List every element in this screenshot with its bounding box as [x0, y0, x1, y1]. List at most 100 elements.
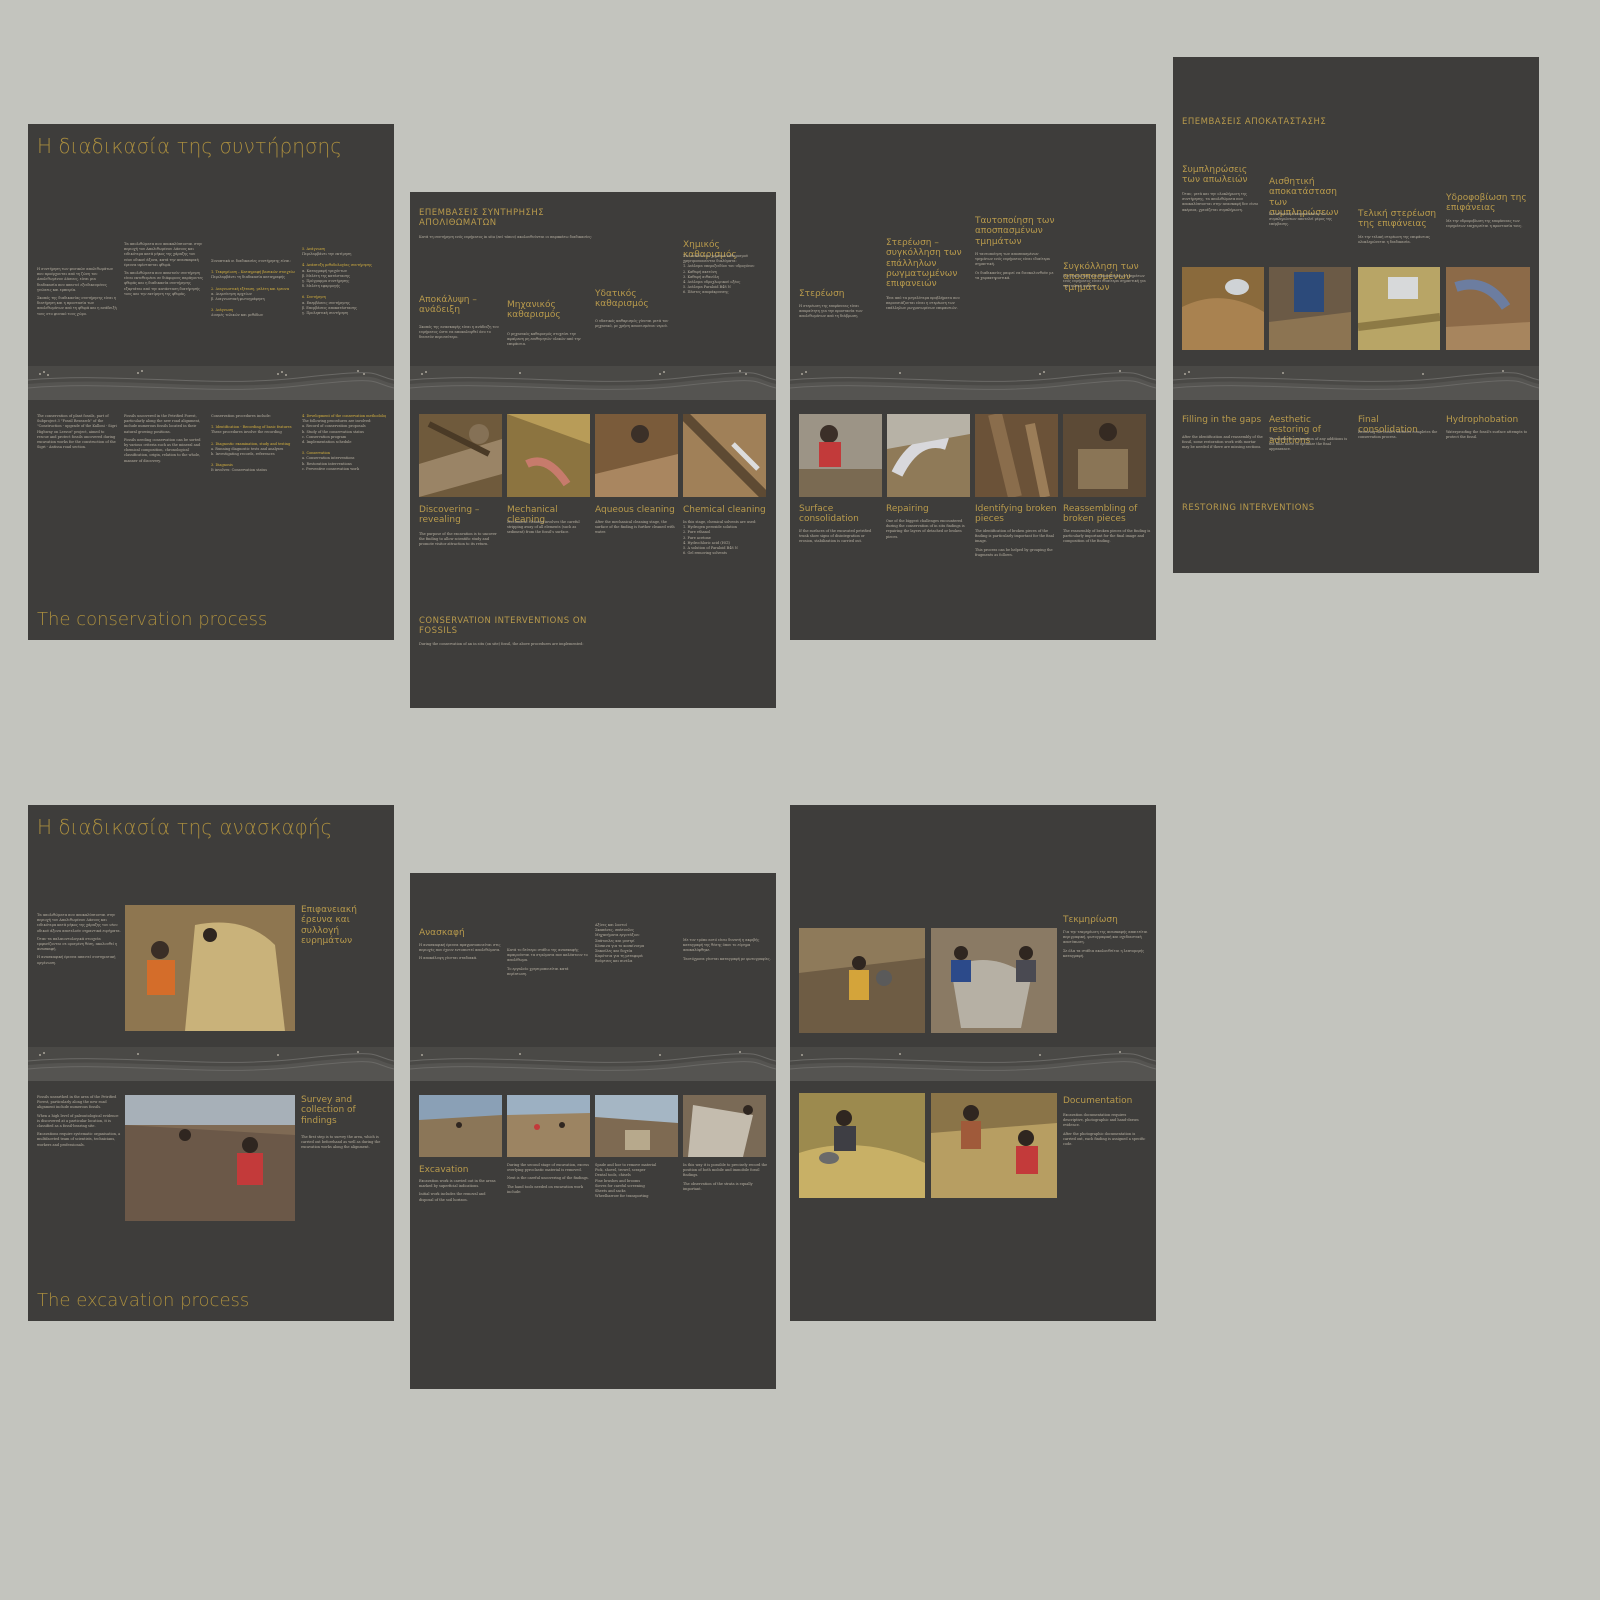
poster-consolidation: Στερέωση Στερέωση – συγκόλληση των επάλλ…: [790, 124, 1156, 640]
procedures-list-english: Conservation procedures include: 1. Iden…: [211, 414, 292, 473]
section-heading-english: CONSERVATION INTERVENTIONS ON FOSSILS: [419, 616, 587, 637]
text-column: Η στερέωση της επιφάνειας είναι απαραίτη…: [799, 304, 863, 319]
column-heading-english: Surface consolidation: [799, 504, 859, 525]
text-column: Με την υδροφοβίωση της επιφάνειας των ευ…: [1446, 219, 1523, 229]
text-column: After the identification and reassembly …: [1182, 435, 1263, 450]
procedures-list-english-2: 4. Development of the conservation metho…: [302, 414, 386, 471]
poster-title-greek: Η διαδικασία της ανασκαφής: [37, 815, 333, 839]
decorative-band: [790, 1047, 1156, 1081]
section-title-greek: Τεκμηρίωση: [1063, 915, 1118, 925]
section-heading-greek: ΕΠΕΜΒΑΣΕΙΣ ΑΠΟΚΑΤΑΣΤΑΣΗΣ: [1182, 117, 1327, 127]
photo-final-consolidation: [1358, 267, 1440, 350]
text-column: The conservation of plant fossils, part …: [37, 414, 117, 450]
photo-documentation-2: [931, 928, 1057, 1033]
column-heading-english: Mechanical cleaning: [507, 505, 558, 526]
text-column: Η ταυτοποίηση των αποσπασμένων τμημάτων …: [975, 252, 1054, 280]
section-title-greek: Ανασκαφή: [419, 928, 465, 938]
poster-conservation-interventions: ΕΠΕΜΒΑΣΕΙΣ ΣΥΝΤΗΡΗΣΗΣ ΑΠΟΛΙΘΩΜΑΤΩΝ Κατά …: [410, 192, 776, 708]
poster-conservation-process: Η διαδικασία της συντήρησης Η συντήρηση …: [28, 124, 394, 640]
text-column: If the surfaces of the excavated petrifi…: [799, 529, 872, 544]
photo-documentation-3: [799, 1093, 925, 1198]
text-column: Ο υδατικός καθαρισμός γίνεται μετά τον μ…: [595, 319, 669, 329]
text-column: Με τον τρόπο αυτό είναι δυνατή η ακριβής…: [683, 938, 771, 961]
subheading-english: Survey and collection of findings: [301, 1095, 356, 1126]
photo-documentation-1: [799, 928, 925, 1033]
text-column: Με την τελική στερέωση της επιφάνειας ολ…: [1358, 235, 1431, 245]
text-column: Για την τεκμηρίωση της ανασκαφής απαιτεί…: [1063, 930, 1148, 958]
text-column: Fossils uncovered in the Petrified Fores…: [124, 414, 201, 463]
text-column: The aesthetic restoration of any additio…: [1269, 437, 1348, 452]
text-column: Mechanical cleaning involves the careful…: [507, 520, 580, 535]
photo-hydrophobation: [1446, 267, 1530, 350]
photo-revealing: [419, 414, 502, 497]
section-title-english: Documentation: [1063, 1096, 1133, 1106]
decorative-band: [1173, 366, 1539, 400]
section-title-english: Excavation: [419, 1165, 469, 1175]
photo-excavation-site-3: [595, 1095, 678, 1157]
poster-excavation-process: Η διαδικασία της ανασκαφής Τα απολιθώματ…: [28, 805, 394, 1321]
photo-surface-consolidation: [799, 414, 882, 497]
text-column: The identification of broken pieces of t…: [975, 529, 1054, 557]
poster-title-greek: Η διαδικασία της συντήρησης: [37, 134, 342, 158]
text-column: Τα απολιθώματα που αποκαλύπτονται στην π…: [37, 913, 121, 965]
text-column: Η ανασκαφική έρευνα πραγματοποιείται στι…: [419, 943, 501, 961]
intro-greek: Κατά τη συντήρηση ενός ευρήματος in situ…: [419, 235, 593, 239]
intro-english: During the conservation of an in situ (o…: [419, 642, 584, 646]
column-heading-greek: Συγκόλληση των αποσπασμένων τμημάτων: [1063, 262, 1139, 293]
photo-repairing: [887, 414, 970, 497]
text-column: Η αισθητική αποκατάσταση των συμπληρώσεω…: [1269, 212, 1332, 227]
column-heading-greek: Ταυτοποίηση των αποσπασμένων τμημάτων: [975, 216, 1055, 247]
text-column: Η συντήρηση των φυσικών απολιθωμάτων που…: [37, 267, 117, 316]
text-column: Excavation work is carried out in the ar…: [419, 1179, 496, 1202]
photo-documentation-4: [931, 1093, 1057, 1198]
photo-chemical-cleaning: [683, 414, 766, 497]
text-column: One of the biggest challenges encountere…: [886, 519, 965, 539]
procedures-list-greek: Συνοπτικά οι διαδικασίες συντήρησης είνα…: [211, 259, 295, 318]
photo-excavation-site-2: [507, 1095, 590, 1157]
text-column: Σκοπός της ανασκαφής είναι η ανάδειξη το…: [419, 325, 499, 340]
text-column: Τα απολιθώματα που αποκαλύπτονται στην π…: [124, 242, 204, 296]
text-column: The first step is to survey the area, wh…: [301, 1135, 381, 1150]
text-column: The reassembly of broken pieces of the f…: [1063, 529, 1151, 544]
text-column: Κατά το δεύτερο στάδιο της ανασκαφής αφα…: [507, 948, 588, 976]
column-heading-greek: Υδροφοβίωση της επιφάνειας: [1446, 193, 1527, 214]
decorative-band: [28, 366, 394, 400]
text-column: In this stage, chemical solvents are use…: [683, 520, 757, 556]
photo-survey-english: [125, 1095, 295, 1221]
column-heading-english: Final consolidation: [1358, 415, 1418, 436]
photo-identifying-pieces: [975, 414, 1058, 497]
text-column: Excavation documentation requires descri…: [1063, 1113, 1146, 1147]
text-column: The purpose of the excavation is to unco…: [419, 532, 497, 547]
column-heading-greek: Στερέωση – συγκόλληση των επάλληλων ρωγμ…: [886, 238, 962, 290]
photo-aesthetic-restoring: [1269, 267, 1351, 350]
column-heading-greek: Αισθητική αποκατάσταση των συμπληρώσεων: [1269, 177, 1339, 219]
photo-reassembling: [1063, 414, 1146, 497]
photo-excavation-site-4: [683, 1095, 766, 1157]
text-column: In this way it is possible to precisely …: [683, 1163, 768, 1191]
text-column: Ένα από τα μεγαλύτερα προβλήματα που παρ…: [886, 296, 960, 311]
column-heading-greek: Χημικός καθαρισμός: [683, 240, 737, 261]
text-column: Η συγκόλληση των αποσπασμένων τμημάτων ε…: [1063, 274, 1146, 289]
photo-aqueous-cleaning: [595, 414, 678, 497]
section-heading-greek: ΕΠΕΜΒΑΣΕΙΣ ΣΥΝΤΗΡΗΣΗΣ ΑΠΟΛΙΘΩΜΑΤΩΝ: [419, 208, 545, 229]
text-column: After the mechanical cleaning stage, the…: [595, 520, 675, 535]
text-column: Όταν, μετά και την ολοκλήρωση της συντήρ…: [1182, 192, 1259, 212]
column-heading-english: Chemical cleaning: [683, 505, 766, 515]
decorative-band: [410, 366, 776, 400]
column-heading-english: Repairing: [886, 504, 929, 514]
text-column: Spade and hoe to remove material Pick, s…: [595, 1163, 657, 1199]
column-heading-greek: Τελική στερέωση της επιφάνειας: [1358, 209, 1437, 230]
text-column: During the second stage of excavation, e…: [507, 1163, 589, 1194]
text-column: Fossils unearthed in the area of the Pet…: [37, 1095, 121, 1147]
poster-documentation: Τεκμηρίωση Για την τεκμηρίωση της ανασκα…: [790, 805, 1156, 1321]
decorative-band: [790, 366, 1156, 400]
column-heading-english: Hydrophobation: [1446, 415, 1519, 425]
column-heading-english: Aesthetic restoring of additions: [1269, 415, 1321, 446]
poster-title-english: The excavation process: [37, 1290, 250, 1311]
column-heading-greek: Μηχανικός καθαρισμός: [507, 300, 561, 321]
text-column: Restoring the fossil's surfaces complete…: [1358, 430, 1438, 440]
text-column: Ο μηχανικός καθαρισμός στοχεύει την αφαί…: [507, 332, 581, 347]
photo-filling-gaps: [1182, 267, 1264, 350]
photo-survey-greek: [125, 905, 295, 1031]
column-heading-english: Identifying broken pieces: [975, 504, 1057, 525]
